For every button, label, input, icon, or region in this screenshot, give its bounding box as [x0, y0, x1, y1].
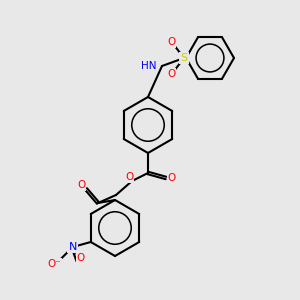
Text: N: N: [69, 242, 77, 252]
Text: O: O: [167, 69, 175, 79]
Text: O: O: [167, 37, 175, 47]
Text: HN: HN: [142, 61, 157, 71]
Text: O⁻: O⁻: [47, 259, 61, 269]
Text: O: O: [125, 172, 133, 182]
Text: O: O: [76, 253, 85, 263]
Text: S: S: [180, 53, 188, 63]
Text: O: O: [168, 173, 176, 183]
Text: O: O: [77, 180, 85, 190]
